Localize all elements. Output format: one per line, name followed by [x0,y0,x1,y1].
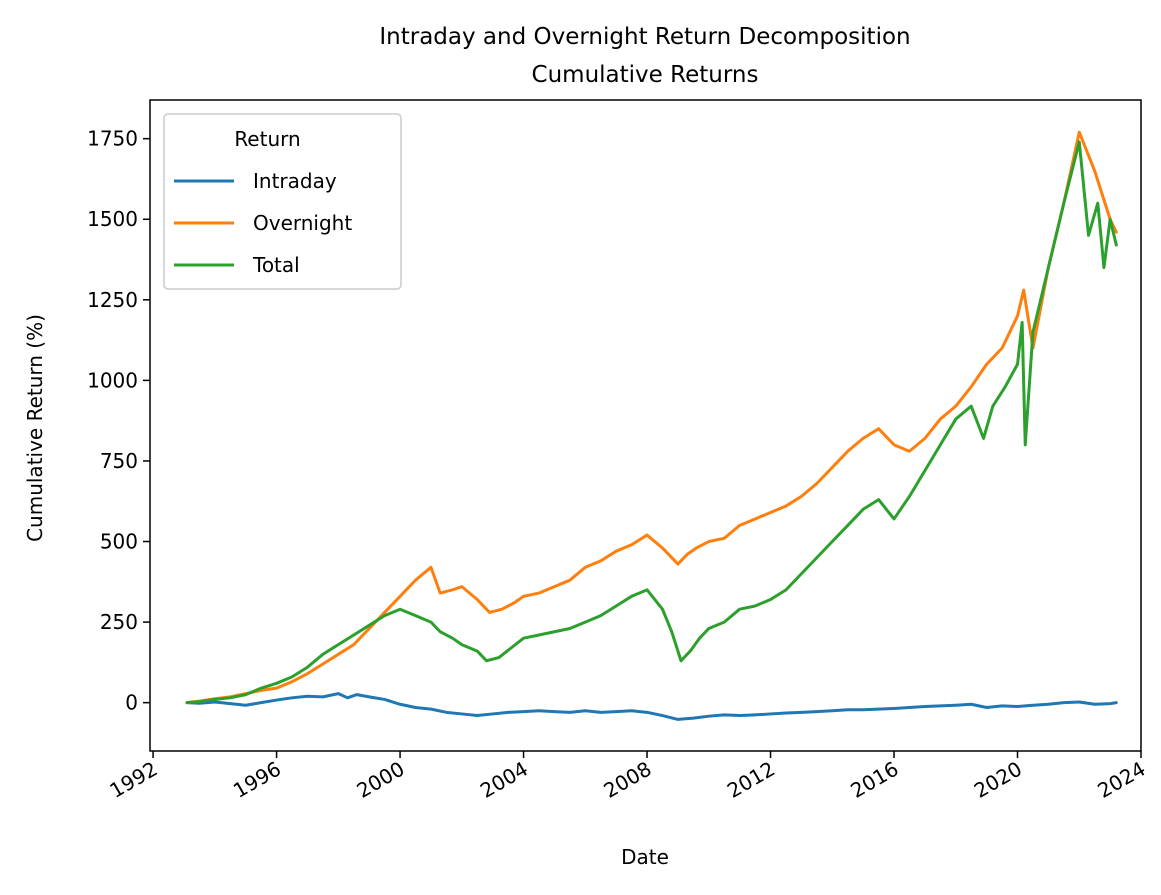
legend-label-intraday: Intraday [253,169,337,193]
y-tick-label: 0 [125,691,138,715]
y-tick-label: 250 [100,610,138,634]
series-group [185,130,1118,721]
y-tick-label: 1250 [87,288,138,312]
plot-frame [149,99,1142,752]
x-tick-label: 2024 [1093,757,1149,803]
x-tick-label: 2016 [846,757,902,803]
x-tick-label: 1996 [229,757,285,803]
series-line-intraday [185,692,1118,721]
x-tick-label: 2008 [599,757,655,803]
y-tick-label: 1000 [87,368,138,392]
chart-subtitle: Cumulative Returns [532,62,759,88]
x-axis-label: Date [621,845,669,869]
plot-area [185,130,1118,721]
series-line-overnight [185,130,1118,705]
x-tick-label: 2004 [476,757,532,803]
y-tick-label: 1750 [87,127,138,151]
legend-box [163,113,402,290]
y-tick-label: 750 [100,449,138,473]
y-tick-label: 1500 [87,207,138,231]
x-tick-label: 2000 [352,757,408,803]
x-tick-label: 2020 [970,757,1026,803]
y-axis-label: Cumulative Return (%) [23,314,47,542]
legend-label-overnight: Overnight [253,211,352,235]
x-tick-label: 1992 [106,757,162,803]
legend-label-total: Total [252,253,300,277]
chart-title: Intraday and Overnight Return Decomposit… [379,24,910,50]
legend: Return Intraday Overnight Total [163,113,402,290]
series-line-total [185,140,1118,705]
legend-title: Return [234,127,300,151]
x-tick-label: 2012 [723,757,779,803]
y-tick-label: 500 [100,530,138,554]
